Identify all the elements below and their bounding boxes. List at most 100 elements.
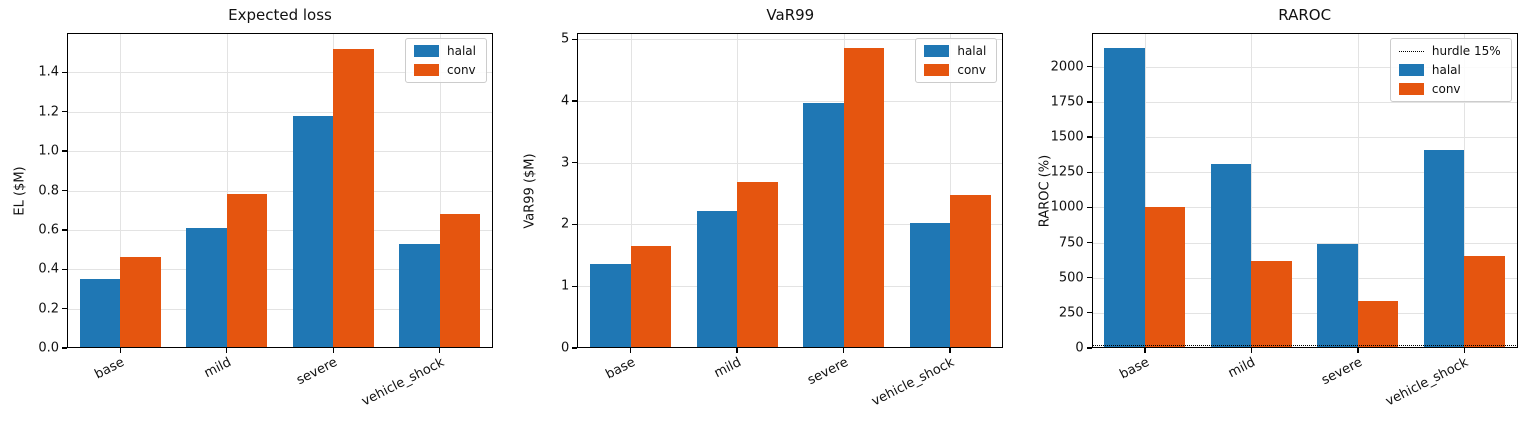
gridline-vertical	[1464, 33, 1466, 348]
gridline-horizontal	[1091, 172, 1518, 174]
y-tick-mark	[62, 189, 67, 192]
bar-halal-severe	[1317, 243, 1358, 348]
y-tick-label: 4	[561, 93, 570, 109]
y-tick-label: 1250	[1050, 164, 1084, 180]
gridline-horizontal	[1091, 277, 1518, 279]
plot-area: 0 250 500 750 1000 1250 1500 1750 2000 base mild se…	[1051, 33, 1518, 409]
y-tick-label: 2	[561, 216, 570, 232]
y-tick-mark	[1086, 101, 1092, 103]
y-tick-mark	[1086, 66, 1092, 68]
gridline-horizontal	[1091, 101, 1518, 103]
y-tick-label: 500	[1058, 270, 1084, 286]
y-tick-mark	[1086, 347, 1092, 349]
y-tick-label: 0.0	[38, 340, 59, 356]
bar-halal-base	[79, 279, 121, 348]
x-tick-mark	[1463, 348, 1466, 353]
gridline-vertical	[226, 33, 228, 348]
y-tick-label: 0.4	[38, 261, 59, 277]
legend-entry: halal	[414, 44, 476, 58]
y-tick-mark	[1086, 171, 1092, 173]
plot-area: 0.0 0.2 0.4 0.6 0.8 1.0 1.2 1.4 base mild severe ve…	[38, 33, 493, 409]
chart-title: VaR99	[766, 6, 815, 24]
y-tick-mark	[62, 71, 67, 74]
legend-swatch-halal	[924, 45, 950, 57]
legend: halal conv	[405, 38, 487, 83]
chart-title: Expected loss	[228, 6, 332, 24]
bar-halal-severe	[803, 103, 844, 348]
gridline-vertical	[439, 33, 441, 348]
legend-label: halal	[447, 44, 476, 58]
bar-conv-mild	[226, 194, 268, 348]
bar-halal-mild	[696, 210, 738, 348]
gridline-horizontal	[67, 72, 493, 74]
legend-entry: conv	[1398, 82, 1501, 96]
y-tick-mark	[62, 229, 67, 231]
y-tick-label: 3	[561, 155, 570, 171]
gridline-vertical	[1251, 33, 1253, 348]
legend-entry: halal	[1398, 63, 1501, 77]
y-tick-mark	[1086, 136, 1092, 138]
bar-halal-mild	[186, 227, 227, 348]
y-tick-mark	[572, 347, 578, 349]
gridline-horizontal	[1091, 207, 1518, 209]
bar-conv-severe	[843, 48, 885, 348]
chart-var99: VaR99 VaR99 ($M) 0 1 2 3 4 5 base mild severe veh…	[509, 0, 1018, 428]
y-tick-label: 1000	[1050, 199, 1084, 215]
legend-entry: conv	[924, 63, 986, 77]
legend-entry: hurdle 15%	[1398, 44, 1501, 58]
gridline-horizontal	[67, 190, 493, 192]
legend-swatch-conv	[1398, 83, 1424, 95]
y-tick-label: 0.2	[38, 301, 59, 317]
gridline-horizontal	[1091, 137, 1518, 139]
bar-conv-base	[120, 257, 161, 348]
gridline-vertical	[950, 33, 952, 348]
y-tick-label: 750	[1058, 235, 1084, 251]
legend-swatch-conv	[924, 64, 950, 76]
bar-conv-severe	[333, 48, 374, 348]
y-tick-label: 2000	[1050, 59, 1084, 75]
y-tick-label: 250	[1058, 305, 1084, 321]
y-axis-label: VaR99 ($M)	[522, 152, 538, 229]
bar-conv-vehicle_shock	[1464, 255, 1505, 348]
gridline-vertical	[630, 33, 632, 348]
y-tick-mark	[1086, 312, 1092, 314]
y-tick-mark	[572, 223, 578, 226]
gridline-horizontal	[67, 229, 493, 231]
legend-swatch-halal	[1398, 64, 1424, 76]
gridline-horizontal	[67, 111, 493, 113]
y-tick-label: 1.0	[38, 143, 59, 159]
gridline-horizontal	[577, 224, 1004, 226]
gridline-vertical	[1144, 33, 1146, 348]
x-tick-mark	[949, 348, 951, 353]
gridline-horizontal	[67, 151, 493, 153]
y-axis-label: EL ($M)	[12, 165, 28, 216]
y-tick-mark	[62, 307, 67, 310]
gridline-horizontal	[67, 269, 493, 271]
y-tick-label: 1	[561, 278, 570, 294]
hurdle-line-swatch	[1398, 50, 1424, 52]
x-tick-mark	[629, 348, 632, 353]
gridline-horizontal	[1091, 66, 1518, 68]
y-tick-label: 1.4	[38, 64, 59, 80]
y-tick-label: 0	[561, 340, 570, 356]
y-tick-mark	[572, 100, 578, 102]
y-tick-mark	[1086, 206, 1092, 209]
legend-label: conv	[447, 63, 476, 77]
x-tick-mark	[842, 348, 845, 353]
gridline-horizontal	[67, 308, 493, 310]
hurdle-line	[1091, 344, 1518, 346]
x-tick-mark	[332, 348, 334, 353]
gridline-horizontal	[577, 39, 1004, 41]
bar-halal-base	[1104, 48, 1145, 348]
y-tick-label: 1500	[1050, 129, 1084, 145]
y-tick-mark	[62, 347, 67, 349]
gridline-vertical	[1357, 33, 1359, 348]
bar-conv-mild	[737, 181, 778, 348]
bar-halal-vehicle_shock	[1423, 149, 1465, 348]
y-tick-label: 0	[1075, 340, 1084, 356]
bar-conv-severe	[1357, 300, 1399, 348]
y-tick-mark	[1086, 277, 1092, 279]
y-tick-label: 0.6	[38, 222, 59, 238]
y-tick-mark	[572, 38, 578, 40]
